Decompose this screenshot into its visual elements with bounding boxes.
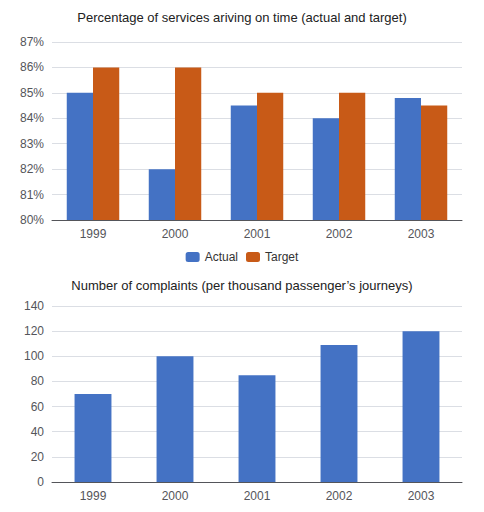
svg-text:81%: 81% [20,188,44,202]
svg-text:2001: 2001 [244,489,271,503]
svg-text:83%: 83% [20,137,44,151]
svg-text:2003: 2003 [408,227,435,241]
svg-text:87%: 87% [20,35,44,49]
svg-text:2002: 2002 [326,489,353,503]
svg-text:140: 140 [24,299,44,313]
svg-text:120: 120 [24,324,44,338]
svg-text:0: 0 [37,475,44,489]
svg-text:1999: 1999 [80,489,107,503]
svg-text:Actual: Actual [205,250,238,264]
svg-text:Number of complaints (per thou: Number of complaints (per thousand passe… [71,278,412,293]
svg-text:Percentage of services ariving: Percentage of services ariving on time (… [77,10,407,25]
svg-text:2000: 2000 [162,489,189,503]
svg-text:80: 80 [31,374,45,388]
svg-text:82%: 82% [20,162,44,176]
svg-text:2003: 2003 [408,489,435,503]
svg-text:2001: 2001 [244,227,271,241]
svg-text:20: 20 [31,450,45,464]
svg-text:40: 40 [31,425,45,439]
svg-text:100: 100 [24,349,44,363]
svg-text:86%: 86% [20,60,44,74]
svg-text:84%: 84% [20,111,44,125]
svg-text:2002: 2002 [326,227,353,241]
svg-text:80%: 80% [20,213,44,227]
svg-text:85%: 85% [20,86,44,100]
svg-text:60: 60 [31,400,45,414]
svg-text:Target: Target [265,250,299,264]
svg-text:2000: 2000 [162,227,189,241]
svg-text:1999: 1999 [80,227,107,241]
